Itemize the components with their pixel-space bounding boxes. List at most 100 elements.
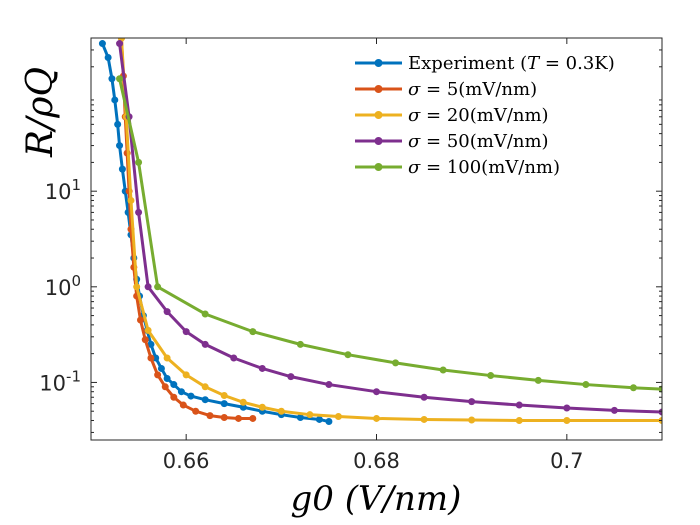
- data-point: [135, 158, 143, 166]
- data-point: [182, 371, 190, 379]
- data-point: [104, 54, 112, 62]
- data-point: [177, 388, 185, 396]
- data-point: [220, 392, 228, 399]
- x-tick-label: 0.66: [163, 449, 210, 473]
- data-point: [118, 165, 126, 173]
- x-axis-label: g0 (V/nm): [291, 479, 462, 519]
- legend-item: σ = 20(mV/nm): [355, 105, 549, 126]
- data-point: [468, 398, 476, 406]
- data-point: [515, 416, 523, 424]
- data-point: [163, 374, 171, 382]
- legend-label: Experiment (T = 0.3K): [408, 53, 615, 74]
- data-point: [116, 75, 124, 83]
- data-point: [220, 400, 228, 408]
- data-point: [515, 401, 523, 409]
- legend-label: σ = 100(mV/nm): [408, 157, 560, 178]
- legend-item: σ = 5(mV/nm): [355, 79, 537, 100]
- data-point: [116, 40, 124, 48]
- legend-item: σ = 50(mV/nm): [355, 131, 549, 152]
- data-point: [373, 414, 380, 422]
- data-point: [135, 208, 143, 216]
- data-point: [147, 340, 155, 348]
- data-point: [144, 283, 152, 291]
- data-point: [296, 340, 304, 348]
- data-point: [179, 401, 187, 409]
- legend-label: σ = 20(mV/nm): [408, 105, 549, 126]
- data-point: [170, 393, 178, 401]
- data-point: [534, 376, 542, 384]
- data-point: [249, 414, 257, 422]
- data-point: [201, 340, 209, 348]
- data-point: [187, 392, 195, 400]
- data-point: [420, 415, 428, 423]
- data-point: [170, 381, 178, 389]
- data-point: [325, 381, 333, 389]
- data-point: [111, 96, 119, 104]
- data-point: [157, 364, 165, 372]
- y-tick-label: 10-1: [39, 367, 81, 395]
- x-tick-label: 0.68: [353, 449, 400, 473]
- data-point: [154, 283, 162, 291]
- data-point: [182, 328, 190, 336]
- axes-layer: 0.66 0.68 0.7 10-1 100 101: [39, 37, 663, 473]
- series-2: [117, 38, 662, 424]
- data-point: [230, 354, 238, 362]
- data-point: [439, 366, 447, 374]
- x-tick-label: 0.7: [550, 449, 583, 473]
- data-point: [144, 326, 152, 334]
- data-point: [163, 354, 171, 362]
- legend-marker: [374, 59, 383, 67]
- data-point: [582, 381, 590, 389]
- series-line: [118, 78, 662, 391]
- data-point: [296, 413, 304, 421]
- data-point: [287, 373, 295, 381]
- data-point: [629, 384, 637, 392]
- data-point: [108, 75, 116, 83]
- plot-area: [91, 38, 662, 440]
- data-point: [98, 40, 106, 48]
- data-point: [325, 418, 333, 426]
- legend-marker: [374, 111, 383, 119]
- data-point: [206, 412, 214, 420]
- data-point: [192, 407, 200, 415]
- data-point: [201, 310, 209, 318]
- y-tick-label: 100: [45, 272, 81, 300]
- legend: Experiment (T = 0.3K) σ = 5(mV/nm) σ = 20(…: [355, 53, 615, 178]
- data-point: [201, 396, 209, 404]
- data-point: [563, 416, 571, 424]
- series-line: [118, 43, 662, 414]
- data-point: [392, 359, 400, 367]
- data-point: [306, 411, 314, 419]
- legend-marker: [374, 137, 383, 145]
- data-point: [563, 404, 571, 412]
- legend-marker: [374, 163, 383, 171]
- data-point: [249, 328, 257, 336]
- series-4: [116, 75, 662, 393]
- data-point: [344, 351, 352, 359]
- data-point: [239, 403, 247, 411]
- legend-label: σ = 5(mV/nm): [408, 79, 537, 100]
- data-point: [315, 415, 323, 423]
- data-point: [154, 371, 162, 379]
- data-point: [658, 385, 662, 393]
- data-point: [161, 383, 169, 391]
- data-point: [147, 354, 155, 362]
- data-point: [136, 316, 144, 324]
- data-point: [114, 120, 122, 128]
- series-layer: [98, 38, 662, 426]
- legend-item: Experiment (T = 0.3K): [355, 53, 615, 74]
- data-point: [373, 388, 380, 396]
- data-point: [133, 283, 141, 291]
- data-point: [201, 383, 209, 391]
- data-point: [258, 364, 266, 372]
- y-tick-label: 101: [45, 176, 81, 204]
- data-point: [487, 372, 495, 380]
- data-point: [163, 308, 171, 316]
- data-point: [141, 336, 149, 344]
- data-point: [277, 407, 285, 415]
- data-point: [127, 196, 135, 204]
- y-axis-label: R/ρQ: [20, 67, 61, 158]
- data-point: [235, 414, 243, 422]
- data-point: [220, 413, 228, 421]
